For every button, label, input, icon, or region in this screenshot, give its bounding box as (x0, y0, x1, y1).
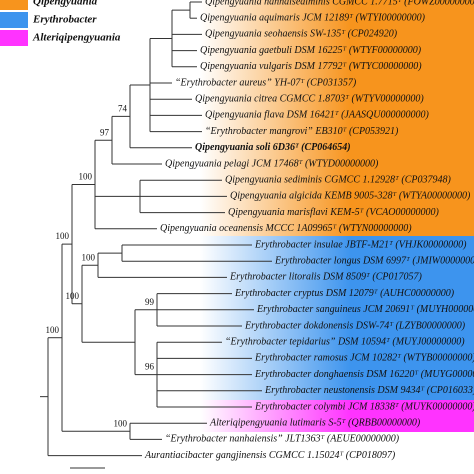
taxon-label: Erythrobacter donghaensis DSM 16220ᵀ (MU… (254, 369, 474, 380)
taxon-label: Qipengyuania algicida KEMB 9005-328ᵀ (WT… (230, 191, 471, 202)
legend: Qipengyuania Erythrobacter Alteriqipengyua… (0, 0, 121, 46)
legend-swatch (0, 0, 28, 10)
taxon-label: Qipengyuania nanhaisediminis CGMCC 1.771… (205, 0, 474, 7)
bootstrap-value: 100 (56, 231, 70, 241)
clade-band (200, 400, 474, 432)
legend-label: Erythrobacter (32, 14, 97, 26)
taxon-label: Qipengyuania aquimaris JCM 12189ᵀ (WTYI0… (200, 12, 426, 23)
clade-band (200, 236, 474, 400)
clade-bands (200, 0, 474, 432)
taxon-label: Qipengyuania seohaensis SW-135ᵀ (CP02492… (205, 29, 398, 40)
clade-band (200, 0, 474, 236)
taxon-label: Erythrobacter cryptus DSM 12079ᵀ (AUHC00… (234, 288, 455, 299)
taxon-label: Qipengyuania flava DSM 16421ᵀ (JAASQU000… (205, 110, 429, 121)
taxon-label: Qipengyuania citrea CGMCC 1.8703ᵀ (WTYV0… (195, 93, 424, 104)
branches (40, 1, 272, 457)
taxon-labels: Qipengyuania nanhaisediminis CGMCC 1.771… (46, 0, 474, 461)
taxon-label: Qipengyuania gaetbuli DSM 16225ᵀ (WTYF00… (200, 45, 422, 56)
bootstrap-value: 97 (100, 127, 110, 137)
taxon-label: Erythrobacter ramosus JCM 10282ᵀ (WTYB00… (254, 353, 474, 364)
taxon-label: Erythrobacter dokdonensis DSW-74ᵀ (LZYB0… (244, 320, 466, 331)
taxon-label: Aurantiacibacter gangjinensis CGMCC 1.15… (144, 450, 396, 461)
taxon-label: Qipengyuania soli 6D36ᵀ (CP064654) (195, 142, 351, 153)
taxon-label: Qipengyuania vulgaris DSM 17792ᵀ (WTYC00… (200, 61, 422, 72)
taxon-label: Erythrobacter longus DSM 6997ᵀ (JMIW0000… (274, 255, 474, 266)
legend-swatch (0, 30, 28, 46)
bootstrap-value: 100 (82, 252, 96, 262)
taxon-label: “Erythrobacter nanhaiensis” JLT1363ᵀ (AE… (165, 434, 400, 445)
bootstrap-value: 100 (66, 291, 80, 301)
legend-label: Qipengyuania (33, 0, 98, 8)
taxon-label: Erythrobacter insulae JBTF-M21ᵀ (VHJK000… (254, 239, 467, 250)
taxon-label: Alteriqipengyuania lutimaris S-5ᵀ (QRBB0… (209, 417, 421, 428)
taxon-label: Qipengyuania pelagi JCM 17468ᵀ (WTYD0000… (165, 158, 379, 169)
bootstrap-value: 100 (46, 325, 60, 335)
taxon-label: Erythrobacter litoralis DSM 8509ᵀ (CP017… (229, 272, 422, 283)
taxon-label: Erythrobacter colymbi JCM 18338ᵀ (MUYK00… (254, 401, 474, 412)
bootstrap-value: 99 (145, 297, 155, 307)
taxon-label: “Erythrobacter tepidarius” DSM 10594ᵀ (M… (225, 336, 465, 347)
taxon-label: Qipengyuania oceanensis MCCC 1A09965ᵀ (W… (160, 223, 412, 234)
taxon-label: Erythrobacter neustonensis DSM 9434ᵀ (CP… (264, 385, 474, 396)
taxon-label: “Erythrobacter mangrovi” EB310ᵀ (CP05392… (205, 126, 399, 137)
legend-swatch (0, 12, 28, 28)
bootstrap-value: 96 (145, 362, 155, 372)
bootstrap-value: 100 (114, 418, 128, 428)
taxon-label: Qipengyuania marisflavi KEM-5ᵀ (VCAO0000… (228, 207, 439, 218)
legend-label: Alteriqipengyuania (32, 32, 121, 44)
taxon-label: Erythrobacter sanguineus JCM 20691ᵀ (MUY… (256, 304, 474, 315)
taxon-label: “Erythrobacter aureus” YH-07ᵀ (CP031357) (175, 77, 357, 88)
bootstrap-value: 100 (79, 172, 93, 182)
taxon-label: Qipengyuania sediminis CGMCC 1.12928ᵀ (C… (225, 174, 451, 185)
bootstrap-value: 74 (118, 103, 128, 113)
